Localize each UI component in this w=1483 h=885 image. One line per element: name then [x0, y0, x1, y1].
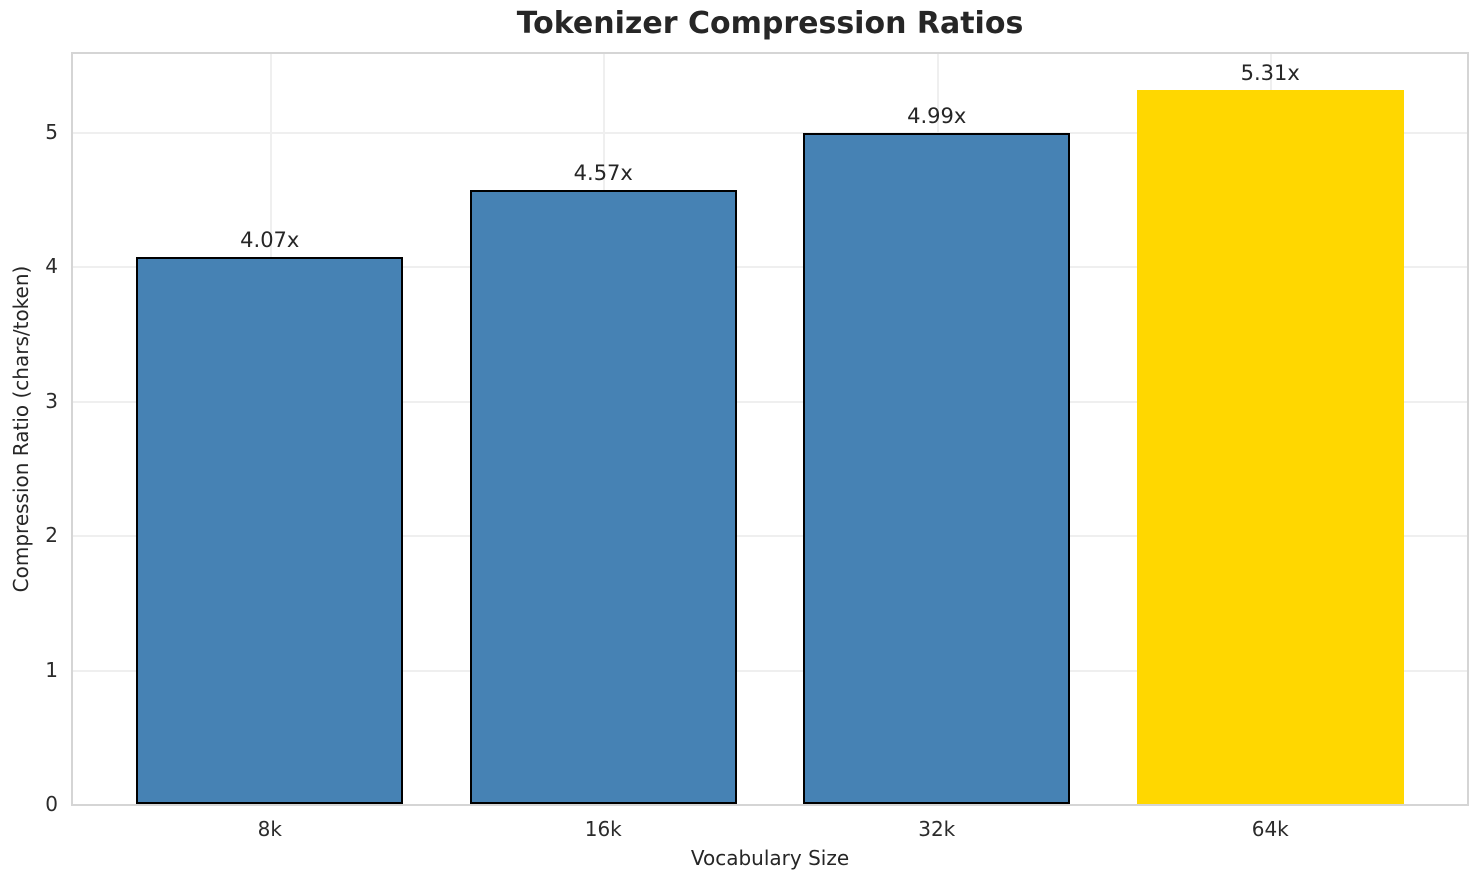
h-gridline-2 — [73, 535, 1467, 538]
x-tick-8k: 8k — [257, 817, 282, 841]
h-gridline-3 — [73, 400, 1467, 403]
y-axis-ticks: 0 1 2 3 4 5 — [0, 54, 58, 816]
y-axis-label: Compression Ratio (chars/token) — [9, 265, 33, 593]
x-axis-ticks: 8k 16k 32k 64k — [73, 817, 1467, 843]
y-tick-5: 5 — [45, 119, 58, 144]
y-tick-0: 0 — [45, 792, 58, 816]
x-tick-64k: 64k — [1251, 817, 1289, 841]
bar-8k — [136, 256, 404, 804]
bar-64k — [1136, 90, 1404, 804]
bar-value-64k: 5.31x — [1240, 61, 1300, 86]
h-gridline-1 — [73, 669, 1467, 672]
bar-value-16k: 4.57x — [573, 160, 633, 185]
x-axis-label: Vocabulary Size — [690, 846, 850, 870]
x-tick-16k: 16k — [584, 817, 622, 841]
bar-value-32k: 4.99x — [907, 104, 967, 129]
y-tick-2: 2 — [45, 523, 58, 548]
y-tick-3: 3 — [45, 388, 58, 413]
y-tick-4: 4 — [45, 254, 58, 279]
y-tick-1: 1 — [45, 657, 58, 682]
plot-area: 4.07x 4.57x 4.99x 5.31x — [71, 52, 1469, 806]
h-gridline-5 — [73, 131, 1467, 134]
bar-value-8k: 4.07x — [240, 227, 300, 252]
x-tick-32k: 32k — [918, 817, 956, 841]
bar-32k — [803, 133, 1071, 804]
bar-16k — [469, 189, 737, 804]
chart-title: Tokenizer Compression Ratios — [516, 6, 1024, 41]
h-gridline-4 — [73, 266, 1467, 269]
